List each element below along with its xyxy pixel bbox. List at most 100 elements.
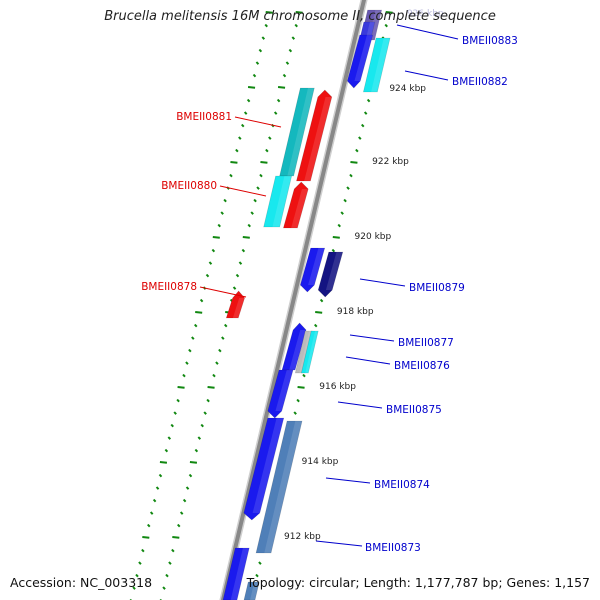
inner-left-tick-track-mark [149,511,154,515]
gene-BMEII0873-steel-shade [250,582,260,600]
kbp-label-926: 926 kbp [407,9,444,19]
left-tick-track-mark [285,61,290,65]
left-tick-track-mark [185,486,190,490]
left-tick-track-mark [221,336,225,340]
gene-BMEII0879-blue [300,247,326,293]
right-tick-track-mark [258,561,262,565]
gene-BMEII0878-red-shade [232,298,245,318]
left-tick-track-mark [276,98,281,103]
right-tick-track-mark [340,211,344,215]
kbp-labels: 912 kbp 914 kbp 916 kbp 918 kbp 920 kbp 922 k… [284,9,444,542]
right-tick-track-mark [332,236,340,239]
left-tick-track-mark [203,411,207,415]
left-tick-track-mark [260,161,268,164]
inner-left-tick-track-mark [164,448,169,453]
left-tick-track-mark [235,273,240,278]
inner-left-tick-track-mark [252,73,257,78]
gene-BMEII0881-red-shade [304,97,332,181]
left-tick-track-mark [197,436,202,440]
gene-label-lines [199,24,459,547]
gene-BMEII0879-navy-shade [325,252,343,290]
inner-left-tick-track-mark [195,311,203,314]
gene-blocks [222,9,391,600]
gene-BMEII0876-cyan [300,330,319,374]
leader-BMEII0879 [359,278,406,287]
kbp-label-914: 914 kbp [302,457,339,467]
left-tick-track-mark [215,361,219,365]
gene-label-BMEII0881: BMEII0881 [176,111,232,123]
leader-BMEII0882 [404,70,449,81]
inner-left-tick-track-mark [135,573,139,578]
leader-BMEII0873 [315,540,363,547]
right-tick-track-mark [350,161,358,164]
kbp-label-916: 916 kbp [319,382,356,392]
gene-BMEII0877-blue-shade [289,330,307,370]
right-tick-track-mark [296,398,300,403]
inner-left-tick-track-mark [152,498,157,503]
leader-BMEII0876 [345,356,391,365]
gene-BMEII0882-cyan [363,37,391,93]
inner-left-tick-track-mark [188,348,192,353]
inner-left-tick-track-mark [243,111,248,115]
right-tick-track-mark [331,248,336,253]
inner-left-tick-track-mark [241,123,245,128]
gene-BMEII0874-steel-shade [264,421,303,553]
inner-left-tick-track-mark [205,273,210,278]
gene-label-BMEII0875: BMEII0875 [386,404,442,416]
inner-left-tick-track-mark [208,261,213,265]
left-tick-track-mark [288,48,293,53]
right-tick-track-mark [255,573,259,578]
right-tick-track-mark [349,173,353,178]
left-tick-track-mark [259,173,263,178]
inner-left-tick-track-mark [142,536,150,539]
left-tick-track-mark [294,23,298,28]
left-tick-track-mark [253,198,257,203]
gene-label-BMEII0880: BMEII0880 [161,180,217,192]
inner-left-tick-track-mark [147,523,151,528]
gene-BMEII0879-blue-shade [308,248,325,285]
gene-BMEII0873-steel [243,581,260,600]
kbp-label-918: 918 kbp [337,307,374,317]
inner-left-tick-track-mark [155,486,160,490]
inner-left-tick-track-mark [235,148,239,153]
gene-BMEII0882-blue [346,34,374,89]
inner-left-tick-track-mark [191,336,195,340]
gene-label-BMEII0883: BMEII0883 [462,35,518,47]
left-tick-track-mark [194,448,199,453]
topology-label: Topology: circular; Length: 1,177,787 bp… [246,575,590,590]
left-tick-track-mark [265,148,269,153]
right-tick-track-mark [346,186,350,190]
gene-label-BMEII0879: BMEII0879 [409,282,465,294]
right-tick-track-mark [302,373,306,378]
inner-left-tick-track-mark [176,398,180,403]
left-tick-track-mark [277,86,286,89]
gene-BMEII0875-blue [267,369,294,419]
right-tick-track-mark [319,298,324,303]
gene-BMEII0880-red [283,181,309,229]
left-tick-track-mark [179,511,184,515]
left-tick-track-mark [207,386,215,389]
leader-BMEII0878 [199,286,247,298]
map-title: Brucella melitensis 16M chromosome II, c… [104,9,496,24]
backbone-line [220,0,367,600]
kbp-label-912: 912 kbp [284,532,321,542]
right-tick-track-mark [315,311,323,314]
gene-BMEII0874-blue-shade [252,418,284,513]
left-tick-track-mark [241,248,246,253]
inner-left-tick-track-mark [158,473,163,478]
left-tick-track-mark [247,223,251,228]
inner-left-tick-track-mark [255,61,260,65]
right-tick-track-mark [385,11,393,14]
gene-BMEII0879-navy [317,251,344,298]
left-tick-track-mark [218,348,222,353]
left-tick-track-mark [200,423,204,428]
inner-left-tick-track-mark [246,98,251,103]
left-tick-track-mark [189,461,198,464]
accession-label: Accession: NC_003318 [10,575,153,590]
right-tick-track-mark [366,98,371,103]
left-tick-track-mark [168,561,172,565]
gene-BMEII0873-blue [222,547,250,600]
inner-left-tick-track-mark [194,323,198,328]
kbp-label-922: 922 kbp [372,157,409,167]
